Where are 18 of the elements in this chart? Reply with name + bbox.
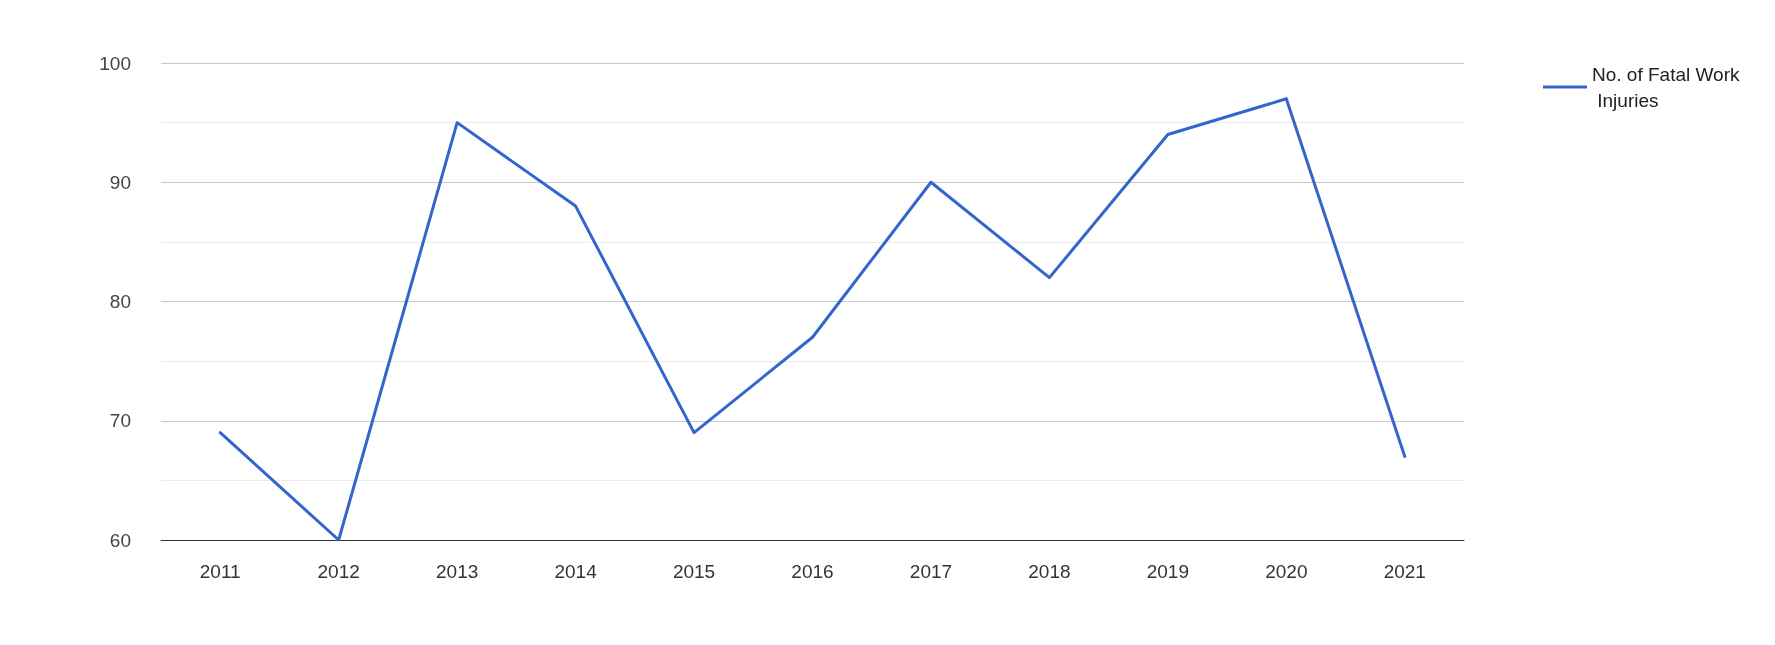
y-tick-label: 80 — [109, 291, 131, 312]
x-tick-label: 2018 — [1028, 561, 1071, 582]
x-tick-label: 2013 — [436, 561, 479, 582]
x-tick-label: 2015 — [672, 561, 716, 582]
x-tick-label: 2012 — [317, 561, 360, 582]
x-tick-label: 2014 — [554, 561, 598, 582]
y-tick-label: 100 — [99, 52, 131, 74]
x-tick-label: 2017 — [909, 561, 953, 582]
x-tick-label: 2020 — [1265, 561, 1308, 582]
line-series — [218, 97, 1407, 542]
x-tick-label: 2016 — [791, 561, 834, 582]
y-tick-label: 60 — [109, 529, 131, 551]
x-tick-label: 2021 — [1383, 561, 1426, 582]
x-tick-label: 2019 — [1146, 561, 1189, 582]
y-tick-label: 90 — [109, 171, 131, 193]
legend-label: No. of Fatal Work Injuries — [1592, 63, 1740, 111]
x-tick-label: 2011 — [199, 561, 241, 582]
y-tick-label: 70 — [109, 410, 131, 432]
